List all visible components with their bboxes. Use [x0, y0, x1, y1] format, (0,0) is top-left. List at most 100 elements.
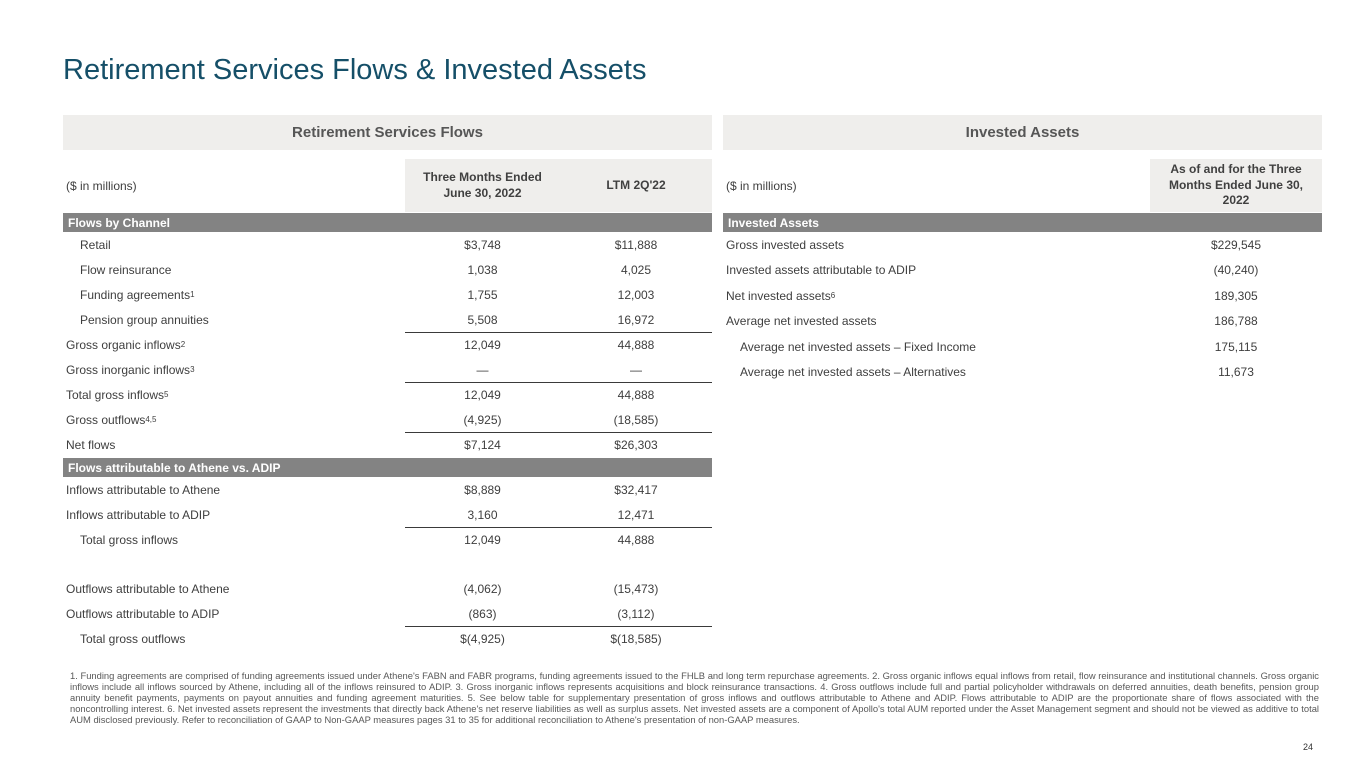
- row-values: 1,038 4,025: [405, 257, 712, 282]
- section-header: Flows attributable to Athene vs. ADIP: [63, 458, 712, 477]
- column-header-ltm: LTM 2Q'22: [606, 177, 666, 192]
- table-row: Inflows attributable to ADIP 3,160 12,471: [63, 502, 712, 527]
- table-row: Pension group annuities 5,508 16,972: [63, 307, 712, 332]
- row-values: 175,115: [1150, 334, 1322, 360]
- value-cell: 186,788: [1214, 314, 1258, 329]
- row-values: 3,160 12,471: [405, 502, 712, 527]
- table-row: Retail $3,748 $11,888: [63, 232, 712, 257]
- table-row: Average net invested assets – Fixed Inco…: [723, 334, 1322, 360]
- value-cell: 175,115: [1214, 339, 1258, 354]
- row-label: Total gross outflows: [80, 631, 186, 646]
- invested-header-row: ($ in millions) As of and for the Three …: [723, 159, 1322, 212]
- row-label: Retail: [80, 237, 111, 252]
- flows-panel: Retirement Services Flows ($ in millions…: [63, 115, 712, 651]
- row-label: Total gross inflows: [80, 532, 179, 547]
- row-label: Gross outflows 4,5: [66, 412, 157, 427]
- page-title: Retirement Services Flows & Invested Ass…: [63, 54, 647, 86]
- invested-column-headers: As of and for the Three Months Ended Jun…: [1150, 159, 1322, 212]
- row-label: Outflows attributable to Athene: [66, 581, 230, 596]
- value-cell: $11,888: [614, 237, 658, 252]
- row-values: $(4,925) $(18,585): [405, 626, 712, 651]
- value-cell: 3,160: [467, 507, 498, 522]
- section-header: Invested Assets: [723, 213, 1322, 232]
- value-cell: $8,889: [464, 482, 501, 497]
- value-cell: $229,545: [1210, 237, 1262, 252]
- row-values: 12,049 44,888: [405, 332, 712, 357]
- table-row: Gross inorganic inflows 3— —: [63, 357, 712, 382]
- value-cell: 44,888: [617, 533, 655, 547]
- row-label: Gross inorganic inflows 3: [66, 362, 195, 377]
- table-row: Gross organic inflows 2 12,049 44,888: [63, 332, 712, 357]
- row-label: Total gross inflows 5: [66, 387, 169, 402]
- value-cell: 12,003: [617, 287, 655, 302]
- row-label: Average net invested assets – Fixed Inco…: [740, 339, 976, 354]
- table-row: Invested assets attributable to ADIP (40,…: [723, 258, 1322, 284]
- value-cell: (3,112): [617, 606, 655, 621]
- value-cell: (15,473): [613, 581, 659, 596]
- flows-column-headers: Three Months Ended June 30, 2022 LTM 2Q'…: [405, 159, 712, 212]
- table-row: Total gross inflows 12,049 44,888: [63, 527, 712, 552]
- table-row: Average net invested assets – Alternativ…: [723, 360, 1322, 386]
- row-label: Outflows attributable to ADIP: [66, 606, 220, 621]
- row-values: $7,124 $26,303: [405, 432, 712, 457]
- value-cell: 4,025: [620, 262, 652, 277]
- table-row: Net flows $7,124 $26,303: [63, 432, 712, 457]
- value-cell: (863): [468, 606, 497, 621]
- row-values: 1,755 12,003: [405, 282, 712, 307]
- table-row: Inflows attributable to Athene $8,889 $32,…: [63, 477, 712, 502]
- value-cell: 11,673: [1218, 365, 1254, 380]
- row-values: $3,748 $11,888: [405, 232, 712, 257]
- row-label: Gross organic inflows 2: [66, 337, 186, 352]
- table-row: Outflows attributable to ADIP (863) (3,112…: [63, 601, 712, 626]
- value-cell: 12,049: [464, 388, 501, 402]
- units-label: ($ in millions): [66, 178, 137, 193]
- row-values: 186,788: [1150, 309, 1322, 335]
- value-cell: 44,888: [617, 338, 655, 352]
- page-number: 24: [1302, 742, 1313, 752]
- table-row: Average net invested assets 186,788: [723, 309, 1322, 335]
- table-row: Flow reinsurance 1,038 4,025: [63, 257, 712, 282]
- value-cell: $(18,585): [610, 632, 662, 646]
- footnotes: 1. Funding agreements are comprised of f…: [70, 670, 1319, 725]
- value-cell: —: [630, 362, 642, 377]
- invested-table-body: Invested Assets Gross invested assets $229…: [723, 213, 1322, 385]
- flows-panel-banner: Retirement Services Flows: [63, 115, 712, 150]
- row-label: Inflows attributable to Athene: [66, 482, 221, 497]
- value-cell: (40,240): [1213, 263, 1259, 278]
- value-cell: $32,417: [614, 482, 658, 497]
- table-row: Total gross inflows 5 12,049 44,888: [63, 382, 712, 407]
- row-label: Average net invested assets – Alternativ…: [740, 365, 966, 380]
- column-header-as-of: As of and for the Three Months Ended Jun…: [1168, 162, 1303, 208]
- value-cell: $3,748: [464, 237, 501, 252]
- row-values: (40,240): [1150, 258, 1322, 284]
- row-values: 12,049 44,888: [405, 527, 712, 552]
- row-label: Net invested assets 6: [726, 288, 836, 303]
- value-cell: (4,925): [463, 412, 502, 427]
- row-label: Net flows: [66, 437, 116, 452]
- row-values: 12,049 44,888: [405, 382, 712, 407]
- value-cell: 5,508: [467, 312, 498, 327]
- table-row: Total gross outflows $(4,925) $(18,585): [63, 626, 712, 651]
- row-label: Flow reinsurance: [80, 262, 172, 277]
- row-values: — —: [405, 357, 712, 382]
- units-label: ($ in millions): [726, 178, 797, 193]
- value-cell: 44,888: [617, 388, 655, 402]
- table-row: Gross invested assets $229,545: [723, 232, 1322, 258]
- row-values: (4,062) (15,473): [405, 576, 712, 601]
- flows-table-body: Flows by Channel Retail $3,748 $11,888 Flow …: [63, 213, 712, 651]
- row-values: $8,889 $32,417: [405, 477, 712, 502]
- value-cell: $7,124: [464, 438, 501, 452]
- value-cell: 1,038: [467, 262, 498, 277]
- row-values: $229,545: [1150, 232, 1322, 258]
- row-label: Gross invested assets: [726, 237, 845, 252]
- table-row: Funding agreements 1 1,755 12,003: [63, 282, 712, 307]
- row-values: 5,508 16,972: [405, 307, 712, 332]
- value-cell: 12,471: [617, 507, 655, 522]
- value-cell: 16,972: [617, 312, 655, 327]
- row-label: Pension group annuities: [80, 312, 209, 327]
- value-cell: $(4,925): [460, 632, 505, 646]
- invested-panel-banner: Invested Assets: [723, 115, 1322, 150]
- value-cell: —: [476, 362, 489, 377]
- row-values: (4,925) (18,585): [405, 407, 712, 432]
